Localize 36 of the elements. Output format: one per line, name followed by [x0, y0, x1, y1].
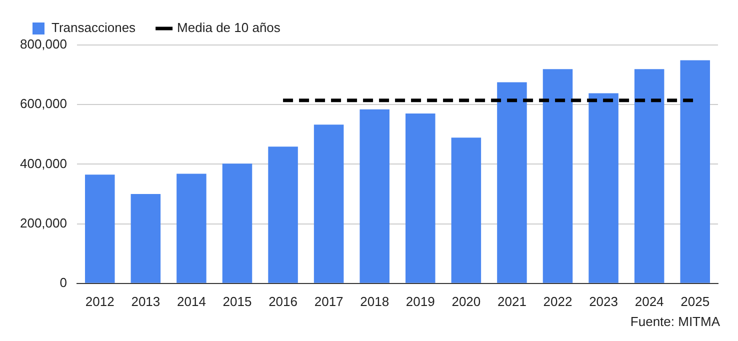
bar — [360, 109, 390, 283]
bar — [176, 174, 206, 283]
bar — [130, 194, 161, 283]
x-tick-label: 2016 — [268, 294, 298, 309]
legend-label: Transacciones — [52, 20, 136, 36]
y-tick-label: 200,000 — [20, 215, 67, 230]
y-tick-label: 800,000 — [20, 36, 67, 52]
bar — [542, 69, 573, 283]
x-tick-label: 2013 — [131, 294, 160, 309]
x-tick-label: 2015 — [222, 294, 252, 309]
bar — [497, 82, 527, 283]
x-tick-label: 2018 — [360, 294, 390, 309]
bar — [634, 69, 664, 283]
x-tick-label: 2023 — [589, 294, 618, 309]
bar — [680, 60, 710, 283]
bar — [588, 93, 618, 283]
legend-label: Media de 10 años — [177, 20, 281, 36]
x-tick-label: 2012 — [85, 294, 114, 309]
x-tick-label: 2020 — [452, 294, 481, 309]
x-tick-label: 2014 — [176, 294, 206, 309]
source-note: Fuente: MITMA — [630, 314, 720, 330]
x-tick-label: 2024 — [634, 294, 664, 309]
x-tick-label: 2025 — [680, 294, 710, 309]
y-tick-label: 400,000 — [20, 156, 67, 171]
bar — [85, 174, 115, 283]
y-tick-label: 600,000 — [20, 96, 67, 112]
x-tick-label: 2017 — [314, 294, 344, 309]
y-tick-label: 0 — [60, 274, 67, 290]
bar — [451, 138, 482, 283]
bar — [268, 146, 298, 283]
bar — [222, 164, 252, 283]
x-tick-label: 2022 — [543, 294, 572, 309]
x-tick-label: 2019 — [406, 294, 435, 309]
bar — [314, 124, 344, 283]
bar — [406, 114, 436, 283]
x-tick-label: 2021 — [498, 294, 526, 309]
